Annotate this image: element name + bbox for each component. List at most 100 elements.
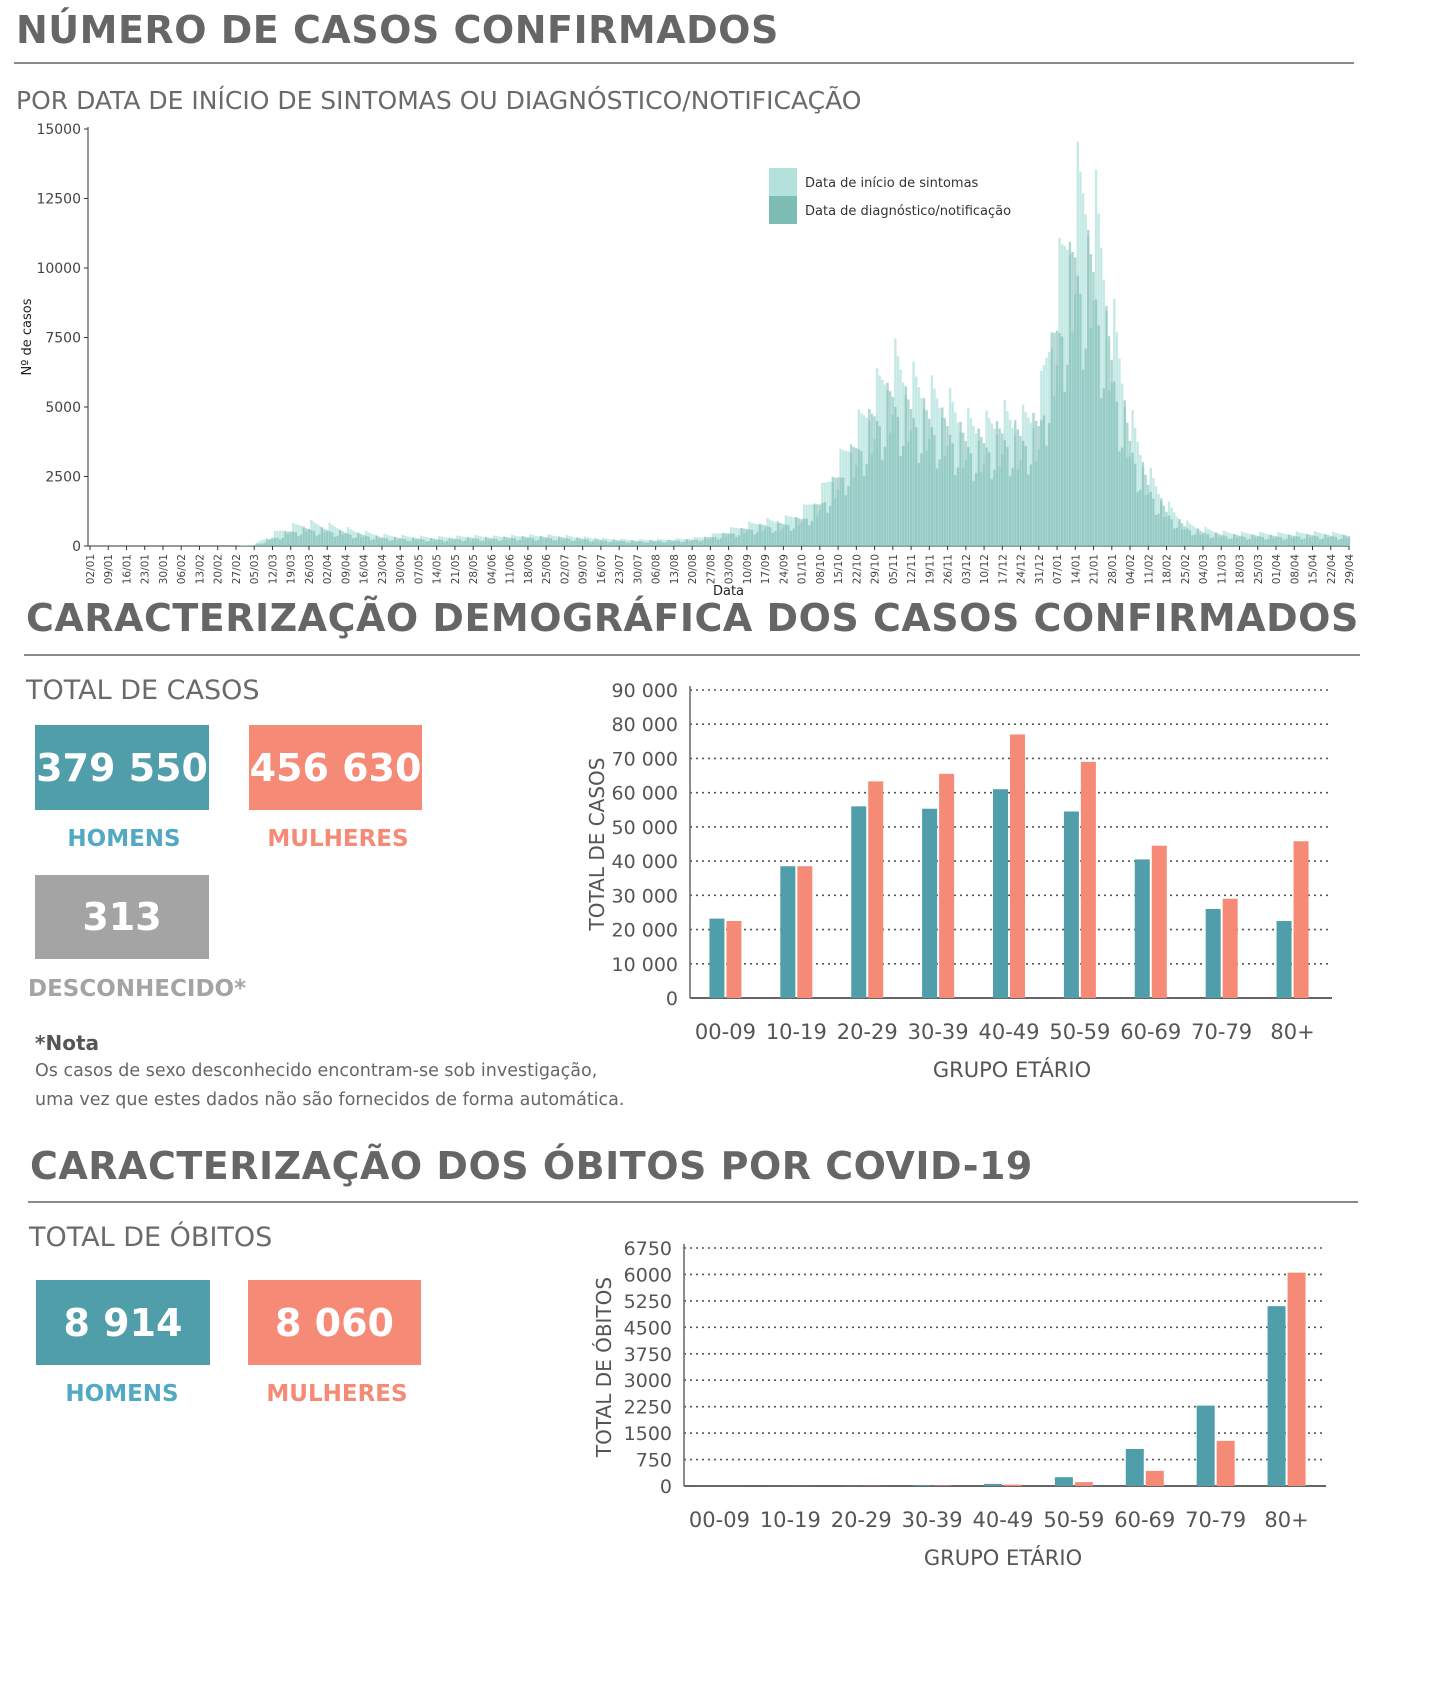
x-tick-label: 02/07 — [559, 554, 571, 584]
daily-bar — [703, 536, 707, 546]
x-axis-title: Data — [713, 584, 744, 599]
daily-bar — [763, 525, 767, 546]
x-tick-label: 05/11 — [888, 554, 900, 584]
daily-bar — [654, 540, 657, 546]
bar-women — [933, 1485, 952, 1486]
daily-bar — [727, 533, 730, 546]
daily-bar — [531, 538, 535, 546]
daily-bar — [922, 398, 926, 546]
daily-bar — [302, 527, 305, 546]
y-tick-label: 0 — [660, 1476, 672, 1498]
daily-bar — [680, 542, 683, 546]
daily-bar — [831, 476, 834, 546]
daily-bar — [1024, 445, 1027, 546]
note-title: *Nota — [35, 1031, 99, 1055]
daily-bar — [1217, 533, 1220, 546]
daily-bar — [1087, 229, 1090, 547]
daily-bar — [886, 382, 889, 546]
daily-bar — [1118, 451, 1121, 546]
daily-bar — [711, 537, 715, 546]
x-tick-label: 60-69 — [1120, 1020, 1181, 1044]
daily-bar — [1097, 325, 1100, 546]
daily-bar — [396, 537, 399, 546]
y-tick-label: 30 000 — [612, 885, 678, 907]
daily-bar — [338, 529, 342, 546]
daily-bar — [1105, 306, 1108, 546]
x-tick-label: 60-69 — [1114, 1508, 1175, 1532]
daily-bar — [974, 472, 978, 546]
daily-bar — [286, 531, 290, 546]
daily-bar — [354, 537, 357, 546]
x-tick-label: 10/12 — [979, 554, 991, 584]
daily-bar — [544, 537, 548, 546]
daily-bar — [1160, 498, 1163, 546]
daily-bar — [1274, 536, 1278, 546]
daily-bar — [255, 544, 258, 546]
daily-bar — [471, 537, 475, 546]
daily-bar — [1144, 474, 1147, 546]
daily-bar — [492, 538, 496, 546]
daily-bar — [325, 530, 329, 546]
daily-bar — [1092, 272, 1095, 546]
daily-bar — [813, 503, 816, 546]
y-tick-label: 3750 — [624, 1344, 672, 1366]
daily-bar — [258, 543, 261, 546]
x-tick-label: 28/05 — [468, 554, 480, 584]
cases-women-tile: 456 630 — [249, 725, 422, 810]
daily-bar — [1230, 538, 1233, 546]
daily-bar — [735, 536, 738, 546]
daily-bar — [333, 526, 337, 546]
daily-bar — [1081, 369, 1085, 546]
daily-bar — [776, 521, 780, 546]
daily-bar — [242, 545, 245, 546]
bar-men — [1054, 1477, 1073, 1486]
y-tick-label: 40 000 — [612, 851, 678, 873]
x-tick-label: 70-79 — [1191, 1020, 1252, 1044]
x-tick-label: 01/04 — [1271, 554, 1283, 585]
daily-bar — [477, 538, 480, 546]
daily-bar — [943, 418, 947, 546]
daily-bar — [985, 447, 988, 546]
x-tick-label: 28/01 — [1107, 554, 1119, 584]
daily-bar — [599, 539, 602, 546]
daily-bar — [982, 443, 986, 546]
daily-bar — [529, 537, 532, 546]
daily-bar — [1074, 257, 1077, 546]
daily-bar — [263, 538, 266, 546]
bar-men — [1063, 811, 1079, 998]
daily-bar — [505, 537, 509, 546]
daily-bar — [271, 538, 274, 546]
bar-women — [1293, 841, 1309, 998]
section-divider — [24, 654, 1360, 656]
daily-bar — [698, 541, 702, 546]
daily-bar — [967, 447, 970, 546]
section-divider — [28, 1201, 1358, 1203]
daily-bar — [362, 534, 365, 546]
x-tick-label: 09/01 — [103, 554, 115, 584]
daily-bar — [424, 541, 428, 546]
daily-bar — [1246, 539, 1249, 546]
daily-bar — [552, 540, 556, 546]
y-tick-label: 3000 — [624, 1370, 672, 1392]
daily-bar — [1201, 532, 1205, 546]
deaths-women-value: 8 060 — [275, 1300, 394, 1345]
daily-bar — [716, 539, 720, 546]
daily-bar — [1238, 535, 1241, 546]
daily-bar — [1149, 491, 1152, 546]
daily-bar — [508, 537, 511, 546]
daily-bar — [612, 539, 616, 546]
legend-label-diagnosis: Data de diagnóstico/notificação — [805, 204, 1011, 219]
daily-bar — [860, 451, 863, 546]
daily-bar — [526, 537, 530, 546]
x-tick-label: 10-19 — [766, 1020, 827, 1044]
daily-bar — [1071, 252, 1074, 546]
daily-bar — [948, 434, 952, 546]
note-line-2: uma vez que estes dados não são fornecid… — [35, 1090, 625, 1110]
daily-bar — [685, 539, 689, 546]
x-tick-label: 10/09 — [742, 554, 754, 584]
daily-bar — [568, 538, 571, 546]
daily-bar — [1063, 391, 1066, 546]
daily-bar — [656, 540, 660, 546]
daily-bar — [318, 534, 321, 546]
daily-bar — [896, 416, 900, 546]
